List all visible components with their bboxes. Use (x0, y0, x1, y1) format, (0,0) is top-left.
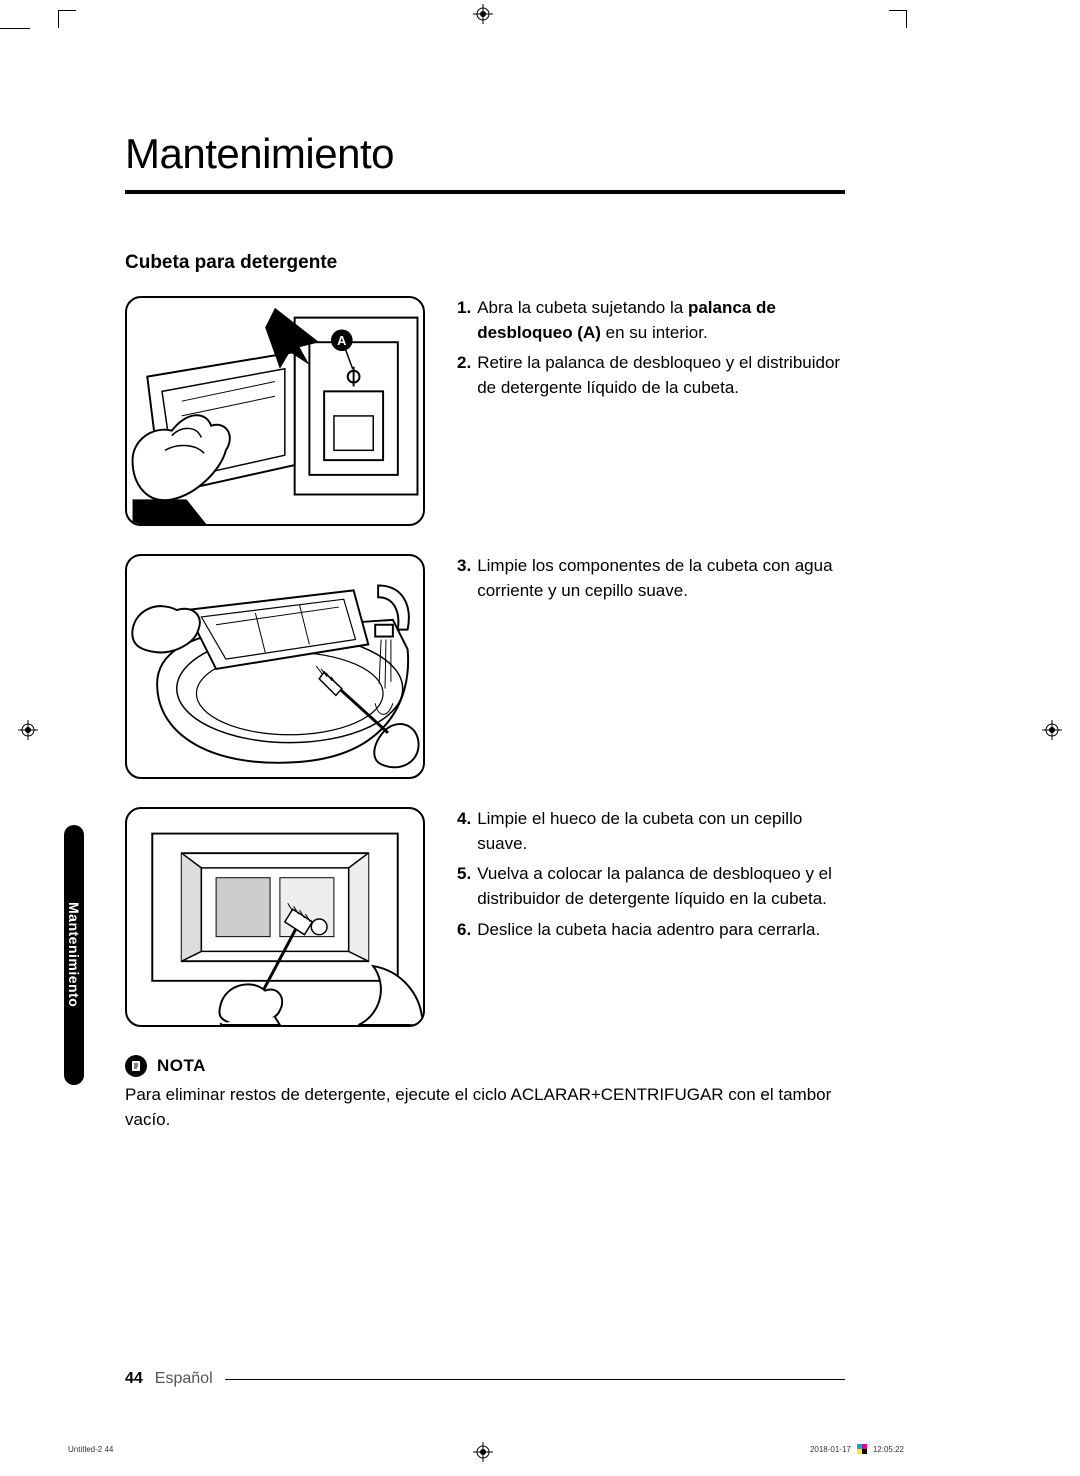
footer-rule (225, 1379, 845, 1380)
step-4-number: 4. (457, 807, 471, 856)
figure-1-illustration: A (127, 298, 423, 524)
footnote-date: 2018-01-17 (810, 1445, 851, 1454)
side-tab-label: Mantenimiento (66, 902, 82, 1007)
page-language: Español (155, 1370, 213, 1388)
figure-2-illustration (127, 556, 423, 777)
step-4-text: Limpie el hueco de la cubeta con un cepi… (477, 807, 845, 856)
nota-header: NOTA (125, 1055, 845, 1077)
nota-text: Para eliminar restos de detergente, ejec… (125, 1083, 845, 1132)
figure-2 (125, 554, 425, 779)
crop-mark-top-left (58, 10, 76, 28)
steps-block-1: 1. Abra la cubeta sujetando la palanca d… (457, 296, 845, 526)
figure-3-illustration (127, 809, 423, 1025)
step-1-number: 1. (457, 296, 471, 345)
step-3: 3. Limpie los componentes de la cubeta c… (457, 554, 845, 603)
registration-mark-left (18, 720, 38, 740)
step-2-number: 2. (457, 351, 471, 400)
steps-block-2: 3. Limpie los componentes de la cubeta c… (457, 554, 845, 779)
figure-3 (125, 807, 425, 1027)
page-content: Mantenimiento Cubeta para detergente (125, 130, 845, 1132)
page-number: 44 (125, 1370, 143, 1388)
registration-mark-bottom (473, 1442, 493, 1462)
figure-1: A (125, 296, 425, 526)
step-4: 4. Limpie el hueco de la cubeta con un c… (457, 807, 845, 856)
registration-mark-top (473, 4, 493, 24)
step-5-number: 5. (457, 862, 471, 911)
step-6-text: Deslice la cubeta hacia adentro para cer… (477, 918, 820, 943)
step-3-number: 3. (457, 554, 471, 603)
page-title: Mantenimiento (125, 130, 845, 194)
step-2-text: Retire la palanca de desbloqueo y el dis… (477, 351, 845, 400)
instruction-block-2: 3. Limpie los componentes de la cubeta c… (125, 554, 845, 779)
steps-block-3: 4. Limpie el hueco de la cubeta con un c… (457, 807, 845, 1027)
step-1: 1. Abra la cubeta sujetando la palanca d… (457, 296, 845, 345)
color-swatch-icon (857, 1444, 867, 1454)
section-subtitle: Cubeta para detergente (125, 252, 845, 274)
instruction-block-1: A 1. Abra la cubeta sujetando la palanca… (125, 296, 845, 526)
callout-a-label: A (337, 333, 346, 348)
footnote-right: 2018-01-17 12:05:22 (810, 1444, 904, 1454)
note-icon (125, 1055, 147, 1077)
footnote-time: 12:05:22 (873, 1445, 904, 1454)
step-2: 2. Retire la palanca de desbloqueo y el … (457, 351, 845, 400)
step-5: 5. Vuelva a colocar la palanca de desblo… (457, 862, 845, 911)
side-tab: Mantenimiento (64, 825, 84, 1085)
crop-mark-top-right (889, 10, 907, 28)
instruction-block-3: 4. Limpie el hueco de la cubeta con un c… (125, 807, 845, 1027)
page-footer: 44 Español (125, 1370, 845, 1388)
step-6-number: 6. (457, 918, 471, 943)
footnote-left: Untitled-2 44 (68, 1445, 113, 1454)
step-6: 6. Deslice la cubeta hacia adentro para … (457, 918, 845, 943)
crop-line-top-left (0, 28, 30, 29)
step-3-text: Limpie los componentes de la cubeta con … (477, 554, 845, 603)
step-5-text: Vuelva a colocar la palanca de desbloque… (477, 862, 845, 911)
step-1-text: Abra la cubeta sujetando la palanca de d… (477, 296, 845, 345)
registration-mark-right (1042, 720, 1062, 740)
nota-label: NOTA (157, 1056, 206, 1076)
